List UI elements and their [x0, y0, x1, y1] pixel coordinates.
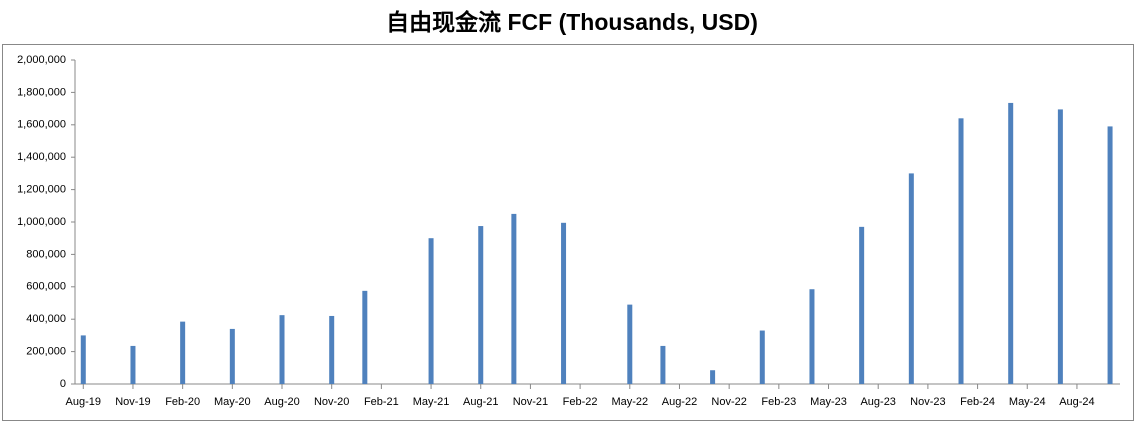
x-tick-label: May-20 [214, 396, 251, 408]
x-tick-label: Aug-19 [66, 396, 101, 408]
bar [710, 370, 716, 384]
y-tick-label: 400,000 [26, 313, 66, 325]
bar [80, 335, 86, 384]
bar [561, 222, 567, 384]
x-tick-label: Nov-21 [513, 396, 548, 408]
bar [478, 226, 484, 384]
bar [1008, 102, 1014, 385]
x-tick-label: Feb-20 [165, 396, 200, 408]
x-tick-label: Nov-20 [314, 396, 349, 408]
bar [279, 315, 285, 384]
bar [1057, 109, 1063, 384]
bar [428, 238, 434, 384]
x-tick-label: Nov-22 [711, 396, 746, 408]
bar [180, 321, 186, 384]
x-tick-label: Aug-23 [860, 396, 895, 408]
x-tick-label: Feb-22 [563, 396, 598, 408]
bar [759, 330, 765, 384]
x-tick-label: Aug-21 [463, 396, 498, 408]
bar [1107, 126, 1113, 385]
y-tick-label: 0 [60, 378, 66, 390]
x-tick-label: Aug-24 [1059, 396, 1094, 408]
bar [130, 345, 136, 384]
x-tick-label: Nov-19 [115, 396, 150, 408]
chart-border [2, 44, 1134, 421]
bar [229, 328, 235, 384]
bar [329, 315, 335, 384]
y-tick-label: 1,200,000 [17, 184, 66, 196]
bar [809, 289, 815, 384]
y-tick-label: 200,000 [26, 346, 66, 358]
bar [362, 290, 368, 384]
x-tick-label: Aug-22 [662, 396, 697, 408]
bar [660, 345, 666, 384]
y-tick-label: 1,800,000 [17, 86, 66, 98]
chart-title: 自由现金流 FCF (Thousands, USD) [386, 9, 758, 35]
x-tick-label: May-22 [611, 396, 648, 408]
y-tick-label: 1,000,000 [17, 216, 66, 228]
x-tick-label: Aug-20 [264, 396, 299, 408]
bar [511, 213, 517, 384]
x-tick-label: Nov-23 [910, 396, 945, 408]
bar [908, 173, 914, 384]
x-tick-label: Feb-21 [364, 396, 399, 408]
x-tick-label: Feb-24 [960, 396, 995, 408]
x-tick-label: May-24 [1009, 396, 1046, 408]
x-tick-label: May-21 [413, 396, 450, 408]
y-tick-label: 1,600,000 [17, 119, 66, 131]
bar [958, 118, 964, 384]
bar [627, 304, 633, 384]
y-tick-label: 1,400,000 [17, 151, 66, 163]
x-tick-label: Feb-23 [761, 396, 796, 408]
x-tick-label: May-23 [810, 396, 847, 408]
y-tick-label: 600,000 [26, 281, 66, 293]
bar [859, 226, 865, 384]
y-tick-label: 2,000,000 [17, 54, 66, 66]
y-tick-label: 800,000 [26, 248, 66, 260]
